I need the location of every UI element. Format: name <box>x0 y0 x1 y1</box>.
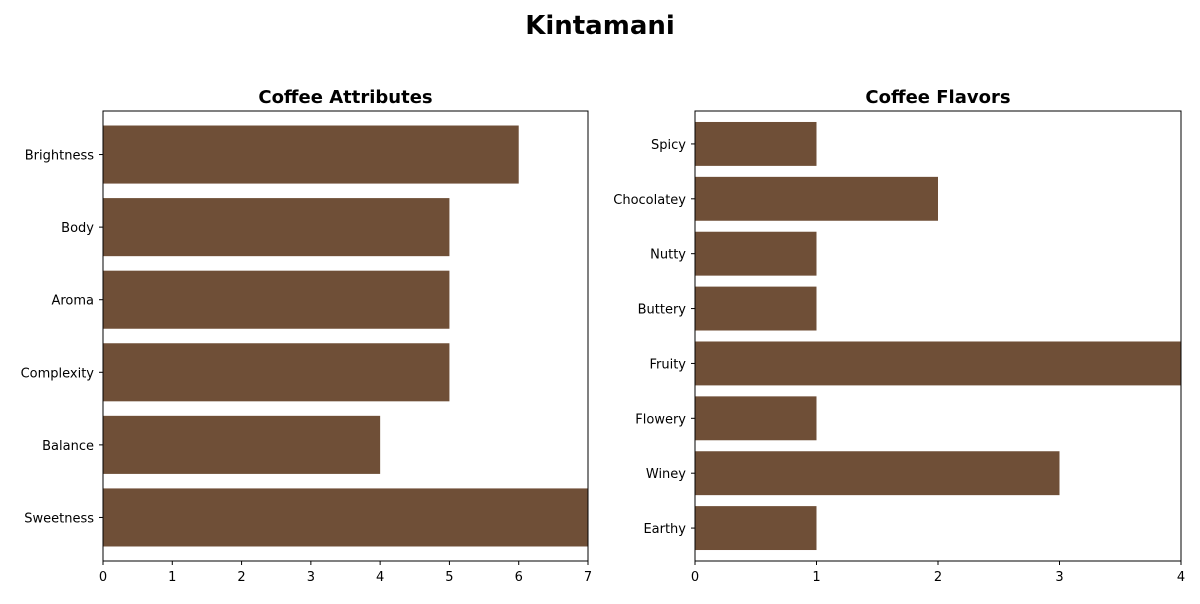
y-tick-label-brightness: Brightness <box>25 149 94 164</box>
figure-title: Kintamani <box>525 11 675 41</box>
x-tick-label: 4 <box>376 570 384 585</box>
bar-body <box>103 198 450 257</box>
y-tick-label-earthy: Earthy <box>643 522 686 537</box>
y-tick-label-flowery: Flowery <box>635 412 686 427</box>
y-tick-label-sweetness: Sweetness <box>24 511 94 526</box>
y-tick-label-aroma: Aroma <box>51 294 94 309</box>
chart-title: Coffee Attributes <box>258 87 432 108</box>
x-tick-label: 4 <box>1177 570 1185 585</box>
x-tick-label: 2 <box>237 570 245 585</box>
flavors-chart: Coffee Flavors Spicy Chocolatey Nutty Butter… <box>613 87 1185 585</box>
y-tick-label-buttery: Buttery <box>638 303 687 318</box>
bar-balance <box>103 415 381 474</box>
bar-flowery <box>695 396 817 441</box>
bar-aroma <box>103 270 450 329</box>
y-tick-label-body: Body <box>61 221 94 236</box>
x-tick-label: 1 <box>168 570 176 585</box>
y-tick-label-spicy: Spicy <box>651 138 686 153</box>
bar-nutty <box>695 231 817 276</box>
bar-winey <box>695 451 1060 496</box>
bar-spicy <box>695 121 817 166</box>
bar-sweetness <box>103 488 588 547</box>
y-tick-label-fruity: Fruity <box>649 357 686 372</box>
x-tick-label: 0 <box>691 570 699 585</box>
x-tick-label: 2 <box>934 570 942 585</box>
x-tick-label: 1 <box>812 570 820 585</box>
y-tick-label-winey: Winey <box>646 467 686 482</box>
y-tick-label-balance: Balance <box>42 439 94 454</box>
x-tick-label: 7 <box>584 570 592 585</box>
bar-brightness <box>103 125 519 184</box>
x-tick-label: 5 <box>445 570 453 585</box>
plot-frame <box>102 110 589 562</box>
attributes-chart: Coffee Attributes Brightness Body Aroma Comp… <box>21 87 593 585</box>
bar-fruity <box>695 341 1181 386</box>
y-tick-label-complexity: Complexity <box>21 366 95 381</box>
y-tick-label-chocolatey: Chocolatey <box>613 193 686 208</box>
chart-title: Coffee Flavors <box>865 87 1010 108</box>
x-tick-label: 3 <box>307 570 315 585</box>
y-tick-label-nutty: Nutty <box>650 248 686 263</box>
x-tick-label: 3 <box>1055 570 1063 585</box>
bar-buttery <box>695 286 817 331</box>
bar-complexity <box>103 343 450 402</box>
bar-earthy <box>695 506 817 551</box>
x-tick-label: 0 <box>99 570 107 585</box>
bar-chocolatey <box>695 176 938 221</box>
x-tick-label: 6 <box>515 570 523 585</box>
